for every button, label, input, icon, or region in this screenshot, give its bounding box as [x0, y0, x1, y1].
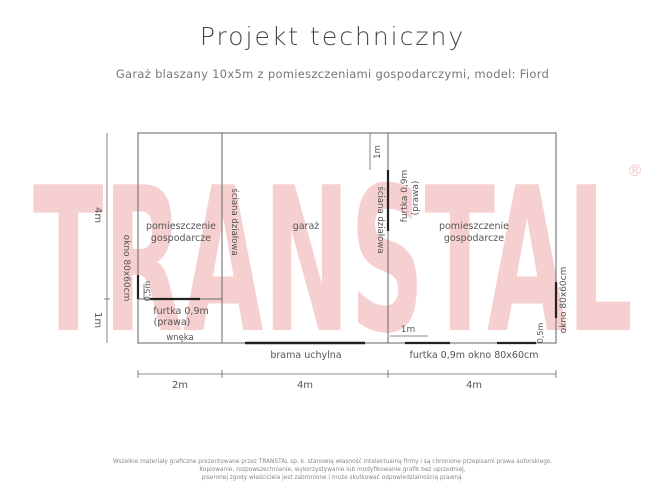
garage-gate-label: brama uchylna — [270, 350, 341, 361]
dim-height-total: 4m — [92, 207, 103, 223]
left-room-label-1: pomieszczenie — [146, 221, 216, 232]
right-room-label-1: pomieszczenie — [439, 221, 509, 232]
copyright-line: pisemnej zgody właściciela jest zabronio… — [201, 475, 464, 481]
right-small-dim: 0,5m — [536, 323, 545, 344]
left-gate-small-dim: 0,5m — [143, 281, 152, 302]
registered-mark-icon: ® — [627, 161, 643, 180]
copyright-line: Wszelkie materiały graficzne prezentowan… — [112, 459, 553, 465]
dim-height-part: 1m — [92, 312, 103, 328]
page-title: Projekt techniczny — [199, 22, 466, 51]
copyright-notice: Wszelkie materiały graficzne prezentowan… — [20, 458, 645, 482]
right-door-label-1: furtka 0,9m — [400, 170, 410, 223]
right-room-label-2: gospodarcze — [444, 233, 504, 244]
dim-width-right: 4m — [466, 380, 482, 391]
right-top-dim: 1m — [373, 145, 383, 159]
left-gate-label-1: furtka 0,9m — [153, 306, 209, 317]
dim-width-left: 2m — [172, 380, 188, 391]
right-door-label-2: (prawa) — [411, 181, 421, 216]
copyright-line: Kopiowanie, rozpowszechnianie, wykorzyst… — [199, 467, 466, 473]
right-wall-label: ściana działowa — [375, 186, 386, 253]
page-subtitle: Garaż blaszany 10x5m z pomieszczeniami g… — [115, 67, 550, 81]
side-window-label: okno 80x60cm — [559, 267, 569, 334]
dim-width-mid: 4m — [297, 380, 313, 391]
garage-wall-label: ściana działowa — [229, 188, 240, 255]
right-bottom-label: furtka 0,9m okno 80x60cm — [410, 350, 539, 361]
left-gate-label-2: (prawa) — [154, 317, 191, 328]
watermark-logo: TRANSTAL — [33, 145, 633, 378]
right-mid-dim: 1m — [401, 325, 416, 335]
alcove-label: wnęka — [166, 333, 194, 343]
left-room-label-2: gospodarcze — [151, 233, 211, 244]
garage-label: garaż — [293, 221, 320, 232]
left-window-label: okno 80x60cm — [121, 235, 131, 302]
